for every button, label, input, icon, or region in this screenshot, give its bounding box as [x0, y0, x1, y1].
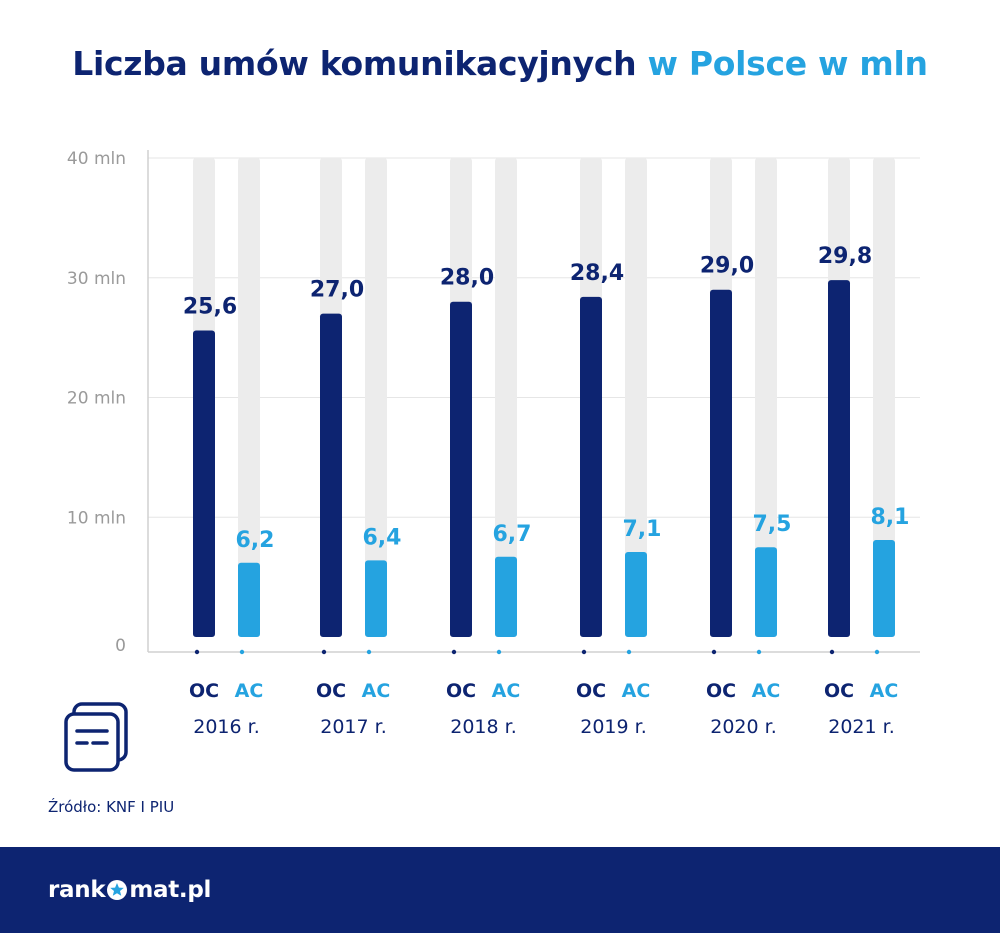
bar-track — [495, 158, 517, 637]
data-label-ac: 8,1 — [871, 505, 910, 530]
tick-dot-ac — [756, 649, 762, 655]
bar-oc — [450, 301, 472, 637]
series-label-oc: OC — [316, 680, 346, 702]
x-category-label: 2016 r. — [193, 716, 260, 738]
series-label-oc: OC — [446, 680, 476, 702]
documents-icon — [62, 702, 132, 774]
series-label-ac: AC — [622, 680, 651, 702]
bar-track — [873, 158, 895, 637]
data-label-oc: 28,0 — [440, 266, 494, 291]
series-label-ac: AC — [235, 680, 264, 702]
data-label-ac: 6,2 — [236, 528, 275, 553]
tick-dot-ac — [626, 649, 632, 655]
bar-track — [238, 158, 260, 637]
bar-ac — [238, 562, 260, 637]
bar-ac — [755, 547, 777, 637]
tick-dot-oc — [194, 649, 200, 655]
x-category-label: 2019 r. — [580, 716, 647, 738]
x-category-label: 2020 r. — [710, 716, 777, 738]
x-category-label: 2021 r. — [828, 716, 895, 738]
series-label-ac: AC — [492, 680, 521, 702]
star-circle-icon — [107, 880, 128, 900]
series-label-oc: OC — [189, 680, 219, 702]
data-label-ac: 7,5 — [753, 512, 792, 537]
bar-track — [625, 158, 647, 637]
tick-dot-oc — [829, 649, 835, 655]
data-label-oc: 27,0 — [310, 278, 364, 303]
bar-oc — [193, 330, 215, 637]
footer-bar: rank mat.pl — [0, 847, 1000, 933]
bar-oc — [710, 289, 732, 637]
tick-dot-oc — [711, 649, 717, 655]
brand-logo[interactable]: rank mat.pl — [48, 873, 211, 907]
title-accent: w Polsce w mln — [647, 44, 928, 83]
tick-dot-oc — [321, 649, 327, 655]
tick-dot-ac — [496, 649, 502, 655]
series-label-ac: AC — [870, 680, 899, 702]
data-label-ac: 7,1 — [623, 517, 662, 542]
logo-text-part2: mat.pl — [129, 877, 212, 903]
y-tick-label: 20 mln — [67, 389, 126, 409]
bar-chart: 0 10 mln 20 mln 30 mln 40 mln 25,6 6,2 OC AC 2016… — [67, 149, 920, 738]
y-tick-label: 30 mln — [67, 269, 126, 289]
data-label-oc: 29,8 — [818, 244, 872, 269]
bar-oc — [828, 280, 850, 637]
data-label-oc: 25,6 — [183, 294, 237, 319]
data-label-ac: 6,7 — [493, 522, 532, 547]
bar-track — [755, 158, 777, 637]
bar-ac — [873, 540, 895, 637]
bar-track — [365, 158, 387, 637]
bar-oc — [320, 313, 342, 637]
bar-ac — [495, 556, 517, 637]
tick-dot-oc — [451, 649, 457, 655]
tick-dot-ac — [366, 649, 372, 655]
chart-title: Liczba umów komunikacyjnych w Polsce w m… — [0, 44, 1000, 83]
bar-ac — [365, 560, 387, 637]
series-label-oc: OC — [706, 680, 736, 702]
series-label-oc: OC — [576, 680, 606, 702]
data-label-ac: 6,4 — [363, 525, 402, 550]
data-label-oc: 28,4 — [570, 261, 624, 286]
tick-dot-ac — [239, 649, 245, 655]
series-label-ac: AC — [362, 680, 391, 702]
title-main: Liczba umów komunikacyjnych — [72, 44, 637, 83]
data-label-oc: 29,0 — [700, 254, 754, 279]
y-tick-label: 10 mln — [67, 508, 126, 528]
series-label-oc: OC — [824, 680, 854, 702]
x-category-label: 2017 r. — [320, 716, 387, 738]
logo-text-part1: rank — [48, 877, 106, 903]
tick-dot-ac — [874, 649, 880, 655]
bar-oc — [580, 296, 602, 637]
source-note: Źródło: KNF I PIU — [48, 798, 175, 816]
bar-ac — [625, 551, 647, 637]
x-category-label: 2018 r. — [450, 716, 517, 738]
y-tick-label: 0 — [115, 636, 126, 656]
tick-dot-oc — [581, 649, 587, 655]
series-label-ac: AC — [752, 680, 781, 702]
y-tick-label: 40 mln — [67, 149, 126, 169]
